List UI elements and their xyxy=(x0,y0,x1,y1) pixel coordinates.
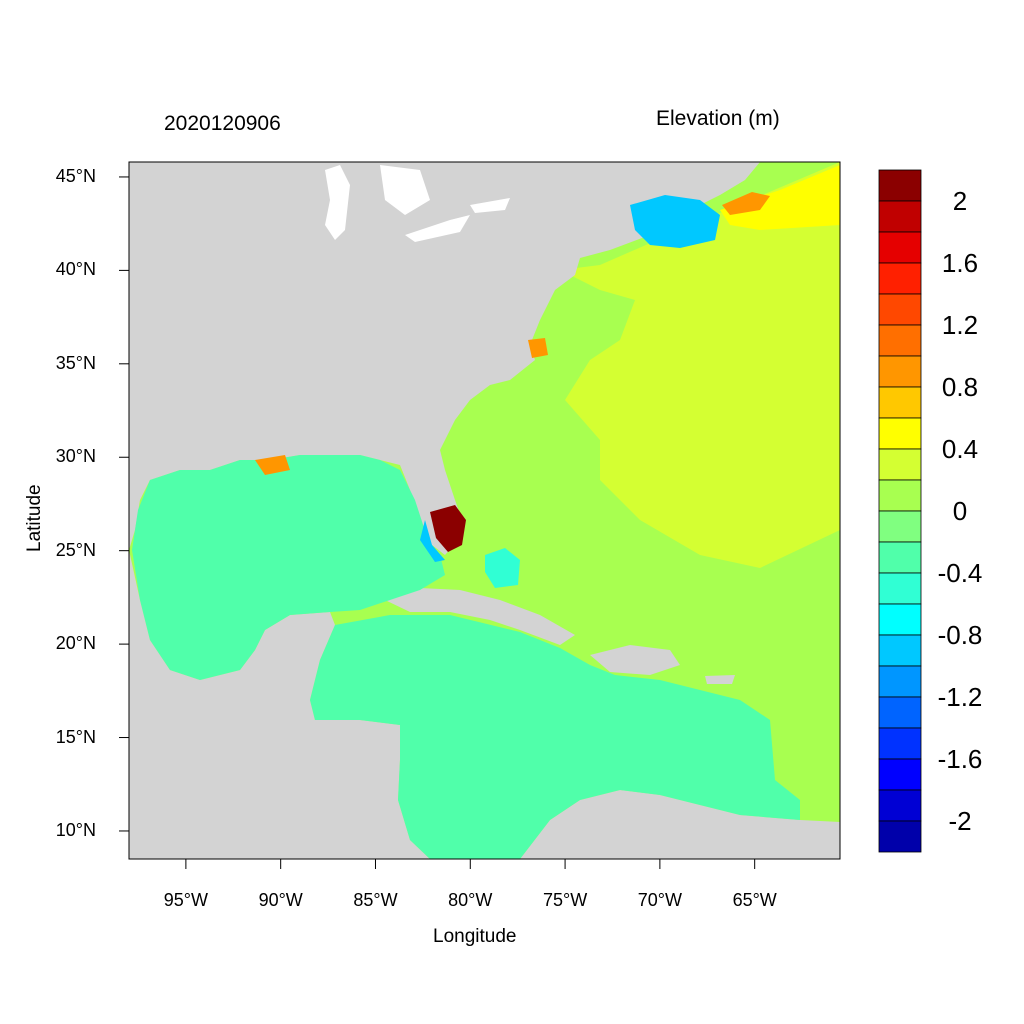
lake-ontario xyxy=(470,198,510,213)
y-tick-marks xyxy=(119,176,129,832)
colorbar-swatch xyxy=(878,231,922,264)
y-tick-label: 35°N xyxy=(55,352,96,373)
cuba-land xyxy=(385,588,575,645)
lake-huron xyxy=(380,165,430,215)
colorbar-label: 2 xyxy=(952,186,968,216)
variable-label: Elevation (m) xyxy=(656,107,780,130)
y-tick-label: 25°N xyxy=(55,539,96,560)
mexico-land xyxy=(129,550,430,859)
louisiana-surge xyxy=(255,455,290,475)
colorbar-label: -0.4 xyxy=(937,558,983,588)
south-america-land xyxy=(520,790,840,859)
colorbar-swatch xyxy=(878,417,922,450)
colorbar xyxy=(878,169,922,853)
y-tick-label: 30°N xyxy=(55,446,96,467)
new-england-low xyxy=(630,195,720,248)
florida-low xyxy=(420,520,445,562)
x-tick-label: 80°W xyxy=(448,890,493,910)
colorbar-swatch xyxy=(878,510,922,543)
colorbar-swatch xyxy=(878,789,922,822)
x-tick-label: 65°W xyxy=(732,890,777,910)
bahamas-low xyxy=(485,548,520,588)
y-tick-label: 15°N xyxy=(55,726,96,747)
colorbar-swatch xyxy=(878,448,922,481)
y-tick-label: 40°N xyxy=(55,259,96,280)
colorbar-swatch xyxy=(878,758,922,791)
colorbar-label: 0.4 xyxy=(941,434,979,464)
colorbar-swatch xyxy=(878,727,922,760)
north-america-land xyxy=(129,162,760,555)
map-plot-area xyxy=(129,162,840,859)
colorbar-swatch xyxy=(878,324,922,357)
colorbar-swatch xyxy=(878,572,922,605)
lake-michigan xyxy=(325,165,350,240)
colorbar-label: 1.6 xyxy=(941,248,979,278)
y-tick-label: 20°N xyxy=(55,633,96,654)
colorbar-swatch xyxy=(878,696,922,729)
colorbar-label: -1.2 xyxy=(937,682,983,712)
colorbar-swatch xyxy=(878,200,922,233)
caribbean-sea xyxy=(310,615,800,859)
colorbar-label: -0.8 xyxy=(937,620,983,650)
colorbar-swatch xyxy=(878,634,922,667)
gulf-of-mexico xyxy=(132,455,445,680)
x-tick-label: 75°W xyxy=(542,890,588,910)
date-label: 2020120906 xyxy=(164,112,281,135)
colorbar-swatch xyxy=(878,262,922,295)
x-tick-marks xyxy=(185,859,756,869)
colorbar-swatch xyxy=(878,820,922,853)
x-tick-label: 85°W xyxy=(353,890,398,910)
y-tick-label: 10°N xyxy=(55,819,96,840)
y-axis-title: Latitude xyxy=(24,484,45,552)
hispaniola-land xyxy=(590,645,680,675)
colorbar-swatch xyxy=(878,355,922,388)
plot-border xyxy=(128,161,841,860)
gulf-of-maine-high xyxy=(720,165,840,230)
carolina-surge xyxy=(528,338,548,358)
x-tick-label: 90°W xyxy=(258,890,303,910)
colorbar-swatch xyxy=(878,665,922,698)
x-tick-label: 95°W xyxy=(163,890,208,910)
x-axis-title: Longitude xyxy=(433,926,517,947)
colorbar-label: -2 xyxy=(948,806,972,836)
colorbar-swatch xyxy=(878,603,922,636)
nova-scotia-surge xyxy=(722,192,770,215)
colorbar-swatch xyxy=(878,293,922,326)
colorbar-swatch xyxy=(878,479,922,512)
colorbar-label: 0.8 xyxy=(941,372,979,402)
colorbar-swatch xyxy=(878,541,922,574)
colorbar-swatch xyxy=(878,386,922,419)
atlantic-ocean-far xyxy=(560,162,840,568)
lake-erie xyxy=(405,215,470,242)
florida-surge xyxy=(430,505,466,552)
colorbar-label: -1.6 xyxy=(937,744,983,774)
y-tick-label: 45°N xyxy=(55,165,96,186)
puerto-rico-land xyxy=(705,675,735,684)
x-tick-label: 70°W xyxy=(637,890,682,910)
colorbar-label: 1.2 xyxy=(941,310,979,340)
colorbar-label: 0 xyxy=(952,496,968,526)
colorbar-swatch xyxy=(878,169,922,202)
